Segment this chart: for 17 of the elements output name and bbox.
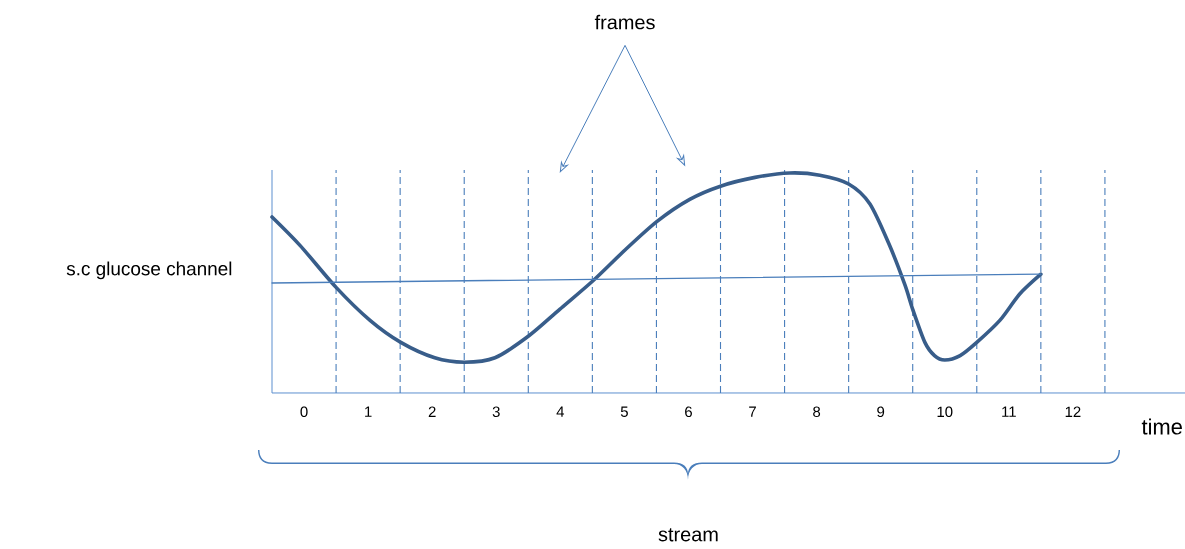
text: stream <box>658 528 718 542</box>
x-tick-label: 1 <box>365 406 372 417</box>
x-tick-label: 3 <box>492 406 500 418</box>
x-tick-label: 7 <box>749 406 756 417</box>
x-tick-label: 5 <box>620 406 628 417</box>
x-tick-label: 6 <box>685 406 692 418</box>
x-tick-label: 10 <box>937 406 953 418</box>
x-tick-label: 4 <box>556 406 565 417</box>
text: frames <box>594 14 655 30</box>
x-tick-label: 2 <box>428 406 436 417</box>
x-tick-label: 11 <box>1002 406 1016 417</box>
x-axis-title: time <box>1141 418 1182 435</box>
x-tick-label: 12 <box>1065 406 1081 417</box>
x-tick-label: 0 <box>300 406 308 418</box>
x-tick-label: 9 <box>877 406 885 418</box>
x-tick-label: 8 <box>813 406 821 418</box>
y-axis-title: s.c glucose channel <box>66 261 232 280</box>
